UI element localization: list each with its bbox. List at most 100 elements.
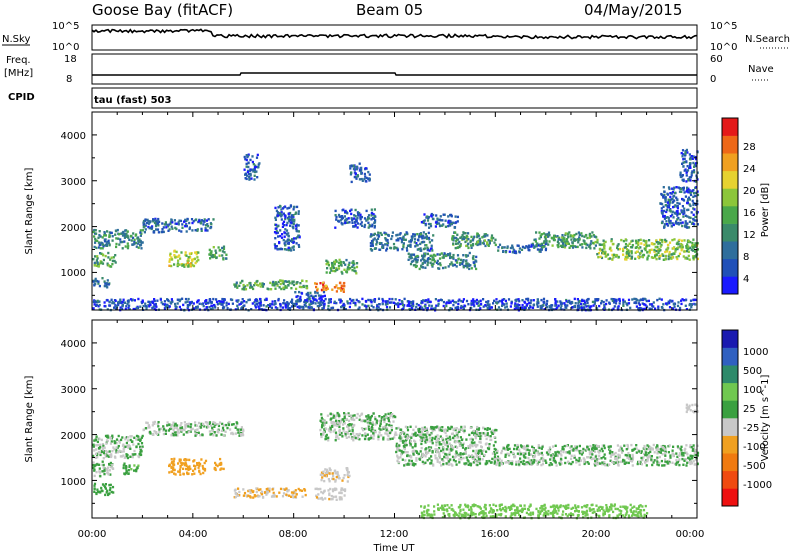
velocity-band-11-cell — [454, 428, 457, 432]
velocity-band-5-cell — [235, 424, 238, 428]
power-band-17-cell — [476, 233, 479, 236]
velocity-band-0-cell — [101, 443, 105, 446]
velocity-band-11-cell — [442, 438, 445, 441]
power-band-20-cell — [694, 245, 697, 248]
velocity-band-0-cell — [100, 438, 103, 442]
power-band-23-cell — [545, 302, 548, 305]
power-band-10-cell — [337, 287, 340, 290]
power-band-19-cell — [534, 240, 537, 243]
power-band-19-cell — [580, 232, 583, 235]
power-band-18-cell — [526, 246, 529, 249]
power-band-17-cell — [472, 242, 475, 246]
power-band-23-cell — [462, 307, 465, 310]
power-band-14-cell — [386, 244, 389, 247]
velocity-band-10-cell — [385, 428, 388, 432]
power-band-23-cell — [552, 308, 555, 311]
power-band-23-cell — [397, 305, 400, 308]
power-band-15-cell — [414, 265, 417, 269]
power-band-17-cell — [454, 231, 457, 234]
power-band-23-cell — [515, 305, 518, 308]
power-band-1-cell — [112, 256, 115, 259]
power-band-11-cell — [333, 260, 336, 264]
power-band-23-cell — [611, 299, 614, 302]
power-band-6-cell — [280, 287, 283, 291]
power-band-4-cell — [168, 264, 171, 267]
velocity-band-10-cell — [321, 418, 324, 421]
power-band-13-cell — [361, 179, 364, 182]
power-band-19-cell — [577, 238, 580, 241]
power-band-21-cell — [692, 217, 695, 221]
power-band-23-cell — [479, 307, 482, 310]
velocity-band-5-cell — [184, 426, 187, 429]
power-band-15-cell — [464, 264, 467, 268]
velocity-band-11-cell — [438, 429, 441, 432]
power-band-3-cell — [156, 228, 160, 231]
power-band-1-cell — [92, 258, 95, 261]
power-band-23-cell — [250, 308, 253, 311]
power-band-21-cell — [684, 214, 687, 217]
velocity-band-10-cell — [321, 424, 324, 427]
power-band-17-cell — [479, 241, 482, 245]
velocity-band-0-cell — [115, 438, 119, 441]
power-band-23-cell — [269, 303, 272, 306]
power-band-23-cell — [303, 300, 306, 304]
power-band-20-cell — [657, 251, 660, 255]
velocity-band-0-cell — [137, 438, 140, 441]
velocity-band-0-cell — [97, 450, 100, 454]
velocity-band-11-cell — [442, 440, 445, 444]
power-band-20-cell — [660, 243, 663, 247]
power-band-8-cell — [283, 248, 286, 251]
velocity-band-10-cell — [338, 428, 341, 432]
power-band-6-cell — [288, 280, 291, 283]
power-band-3-cell — [203, 218, 206, 221]
power-band-17-cell — [463, 237, 466, 241]
power-band-2-cell — [103, 284, 106, 288]
power-band-20-cell — [602, 252, 605, 255]
power-band-23-cell — [587, 304, 590, 308]
power-band-21-cell — [676, 222, 679, 225]
velocity-band-11-cell — [444, 431, 447, 435]
power-band-20-cell — [627, 249, 630, 252]
power-band-23-cell — [492, 302, 495, 305]
power-band-23-cell — [131, 298, 134, 301]
power-band-7-cell — [255, 170, 258, 173]
power-band-23-cell — [622, 304, 625, 307]
power-band-23-cell — [584, 303, 587, 306]
power-band-21-cell — [663, 223, 666, 226]
velocity-band-11-cell — [429, 446, 433, 449]
power-band-6-cell — [283, 280, 286, 283]
velocity-band-0-cell — [118, 441, 121, 444]
velocity-band-10-cell — [347, 425, 350, 428]
velocity-band-5-cell — [210, 432, 213, 436]
power-band-23-cell — [373, 300, 376, 303]
velocity-band-4-cell — [172, 460, 175, 463]
velocity-band-0-cell — [102, 444, 105, 448]
velocity-band-10-cell — [364, 434, 367, 438]
power-band-8-cell — [292, 214, 295, 217]
power-band-6-cell — [275, 282, 278, 285]
power-band-4-cell — [185, 254, 188, 257]
velocity-band-0-cell — [126, 445, 129, 448]
velocity-band-10-cell — [387, 419, 390, 423]
power-band-21-cell — [661, 202, 664, 206]
power-band-7-cell — [255, 165, 258, 169]
power-band-20-cell — [628, 254, 631, 257]
power-band-0-cell — [115, 229, 118, 233]
velocity-band-5-cell — [176, 434, 179, 437]
velocity-band-5-cell — [199, 434, 202, 437]
velocity-band-10-cell — [366, 420, 369, 423]
power-band-20-cell — [657, 242, 660, 245]
power-band-17-cell — [467, 246, 470, 250]
power-band-19-cell — [577, 241, 580, 244]
power-band-23-cell — [267, 304, 270, 307]
power-band-4-cell — [170, 256, 173, 259]
power-band-8-cell — [277, 206, 280, 209]
velocity-band-11-cell — [459, 436, 462, 439]
velocity-band-3-cell — [125, 472, 128, 475]
velocity-band-5-cell — [153, 420, 156, 424]
velocity-band-11-cell — [458, 461, 461, 464]
velocity-band-10-cell — [388, 431, 392, 435]
power-band-0-cell — [124, 229, 127, 232]
velocity-band-5-cell — [172, 421, 175, 424]
power-band-3-cell — [212, 218, 215, 221]
